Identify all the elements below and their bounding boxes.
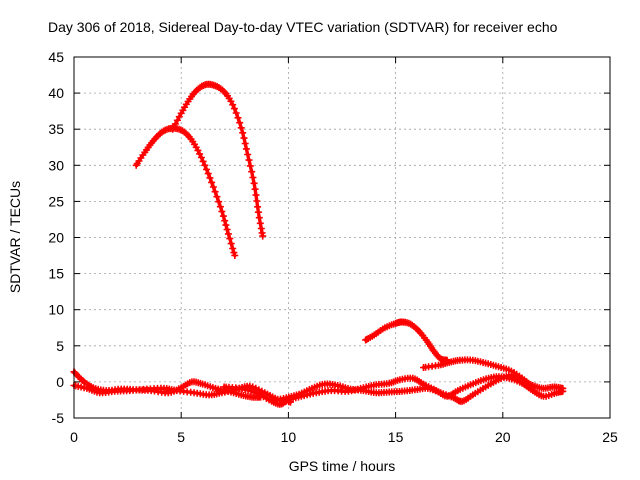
data-point — [204, 170, 212, 178]
data-point — [221, 217, 229, 225]
x-axis-label: GPS time / hours — [289, 458, 396, 474]
data-point — [244, 151, 252, 158]
data-point — [257, 225, 265, 232]
series-arc-2 — [169, 80, 267, 240]
y-tick-label: -5 — [52, 410, 65, 426]
data-point — [245, 156, 253, 164]
x-tick-label: 0 — [70, 429, 78, 445]
data-point — [199, 157, 207, 165]
data-point — [255, 214, 263, 222]
data-point — [256, 219, 264, 227]
y-tick-label: 5 — [56, 338, 64, 354]
data-point — [219, 212, 227, 220]
data-point — [173, 116, 181, 124]
data-point — [197, 154, 205, 161]
data-point — [254, 208, 262, 216]
y-tick-label: 10 — [48, 302, 64, 318]
x-tick-label: 20 — [495, 429, 511, 445]
x-tick-label: 5 — [177, 429, 185, 445]
data-point — [211, 188, 219, 196]
data-point — [171, 120, 179, 128]
data-point — [223, 226, 231, 233]
data-point — [249, 174, 257, 181]
data-point — [224, 230, 232, 238]
data-point — [215, 198, 223, 206]
data-point — [248, 168, 256, 176]
data-point — [201, 161, 209, 169]
data-point — [196, 150, 204, 158]
data-point — [250, 179, 258, 187]
y-tick-label: 45 — [48, 49, 64, 65]
data-point — [240, 134, 248, 142]
data-point — [216, 203, 224, 211]
data-point — [559, 384, 567, 392]
data-point — [237, 124, 245, 132]
data-point — [229, 245, 237, 252]
y-axis-label: SDTVAR / TECUs — [7, 181, 23, 293]
y-tick-label: 20 — [48, 230, 64, 246]
data-point — [229, 101, 237, 109]
data-point — [222, 221, 230, 229]
data-point — [234, 114, 242, 122]
series-arc-7 — [220, 373, 567, 408]
data-point — [259, 232, 267, 240]
data-point — [208, 178, 216, 186]
y-tick-label: 30 — [48, 157, 64, 173]
data-point — [253, 197, 261, 205]
series-arc-8 — [269, 371, 567, 405]
series-layer — [70, 80, 567, 408]
data-point — [232, 109, 240, 117]
x-tick-label: 15 — [388, 429, 404, 445]
data-point — [239, 129, 247, 137]
y-tick-label: 35 — [48, 121, 64, 137]
data-point — [227, 240, 235, 248]
x-tick-label: 10 — [281, 429, 297, 445]
data-point — [246, 162, 254, 170]
x-tick-label: 25 — [602, 429, 618, 445]
data-point — [236, 119, 244, 127]
series-arc-1 — [132, 124, 239, 259]
series-arc-4 — [420, 356, 537, 392]
chart-title: Day 306 of 2018, Sidereal Day-to-day VTE… — [48, 19, 558, 35]
data-point — [252, 191, 260, 199]
data-point — [251, 185, 259, 193]
y-tick-label: 25 — [48, 193, 64, 209]
ticks: 0 5 10 15 20 25 -5 0 5 10 15 20 25 30 35 40 45 — [48, 49, 618, 445]
data-point — [209, 183, 217, 191]
data-point — [231, 252, 239, 259]
data-point — [203, 165, 210, 173]
series-arc-3 — [362, 318, 451, 364]
data-point — [213, 193, 221, 201]
y-tick-label: 15 — [48, 266, 64, 282]
y-tick-label: 0 — [56, 374, 64, 390]
data-point — [218, 208, 226, 215]
data-point — [241, 140, 249, 147]
data-point — [226, 235, 234, 243]
grid — [74, 57, 610, 418]
y-tick-label: 40 — [48, 85, 64, 101]
data-point — [206, 174, 214, 182]
data-point — [230, 105, 238, 113]
data-point — [242, 145, 250, 153]
